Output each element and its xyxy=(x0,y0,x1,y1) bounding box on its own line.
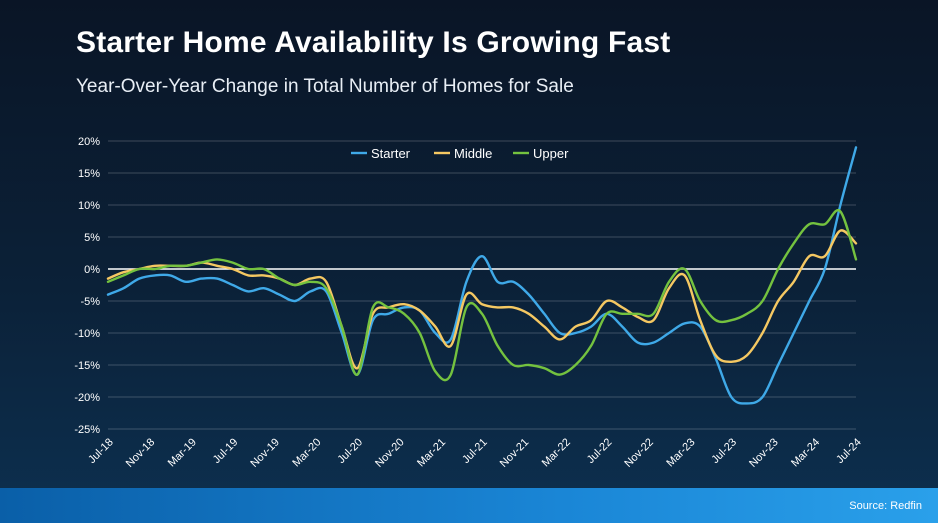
x-tick-label: Mar-20 xyxy=(290,436,323,469)
y-tick-label: -25% xyxy=(74,424,100,436)
legend-label-starter: Starter xyxy=(371,146,411,161)
x-tick-label: Jul-18 xyxy=(86,436,116,466)
x-tick-label: Jul-21 xyxy=(460,436,490,466)
legend-label-middle: Middle xyxy=(454,146,492,161)
series-line-upper xyxy=(106,208,858,382)
y-tick-label: 0% xyxy=(84,264,100,276)
chart-subtitle: Year-Over-Year Change in Total Number of… xyxy=(76,76,574,97)
x-tick-label: Nov-23 xyxy=(747,436,781,470)
series-line-middle xyxy=(106,229,858,370)
chart-title: Starter Home Availability Is Growing Fas… xyxy=(76,26,671,59)
x-tick-label: Mar-24 xyxy=(789,436,822,469)
x-tick-label: Nov-22 xyxy=(622,436,656,470)
line-chart: 20% 15% 10% 5% 0% -5% -10% -15% -20% -25%Jul-18 No… xyxy=(74,136,864,470)
x-tick-label: Jul-24 xyxy=(834,436,864,466)
x-tick-label: Nov-21 xyxy=(498,436,532,470)
x-tick-label: Mar-22 xyxy=(540,436,573,469)
y-tick-label: -20% xyxy=(74,392,100,404)
x-tick-label: Jul-19 xyxy=(211,436,241,466)
y-tick-label: 15% xyxy=(78,168,100,180)
x-tick-label: Nov-19 xyxy=(248,436,282,470)
source-label: Source: Redfin xyxy=(849,500,922,512)
x-tick-label: Nov-18 xyxy=(124,436,158,470)
x-tick-label: Mar-21 xyxy=(415,436,448,469)
y-tick-label: 10% xyxy=(78,200,100,212)
x-tick-label: Jul-23 xyxy=(709,436,739,466)
x-tick-label: Jul-20 xyxy=(335,436,365,466)
y-tick-label: -10% xyxy=(74,328,100,340)
footer-bar: Source: Redfin xyxy=(0,488,938,523)
y-tick-label: -5% xyxy=(80,296,100,308)
y-tick-label: -15% xyxy=(74,360,100,372)
x-tick-label: Jul-22 xyxy=(585,436,615,466)
y-tick-label: 5% xyxy=(84,232,100,244)
x-tick-label: Mar-19 xyxy=(166,436,199,469)
legend-label-upper: Upper xyxy=(533,146,569,161)
x-tick-label: Nov-20 xyxy=(373,436,407,470)
x-tick-label: Mar-23 xyxy=(664,436,697,469)
series-line-starter xyxy=(106,146,858,405)
y-tick-label: 20% xyxy=(78,136,100,148)
